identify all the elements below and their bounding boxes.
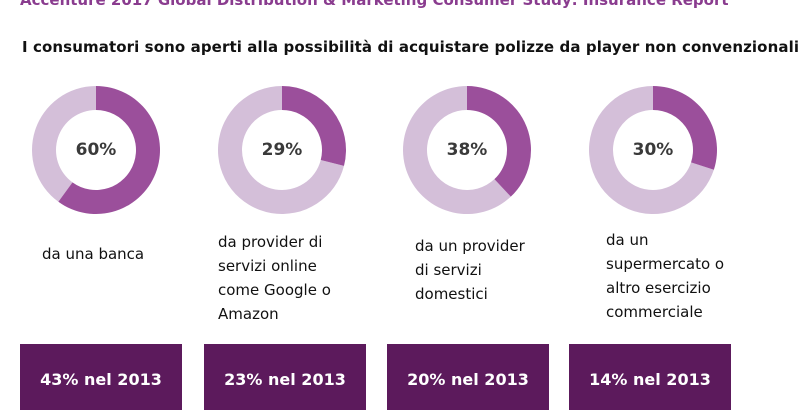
report-banner: Accenture 2017 Global Distribution & Mar… <box>20 0 729 9</box>
caption-line: altro esercizio <box>606 279 711 297</box>
donut-1-label: 29% <box>262 140 303 160</box>
year-2013-box-supermercato: 14% nel 2013 <box>569 344 731 410</box>
donut-1-value <box>282 86 346 166</box>
caption-line: servizi online <box>218 257 317 275</box>
donut-2-label: 38% <box>447 140 488 160</box>
caption-line: commerciale <box>606 303 703 321</box>
donut-3: 30% <box>589 86 717 214</box>
donut-1: 29% <box>218 86 346 214</box>
year-2013-box-domestici: 20% nel 2013 <box>387 344 549 410</box>
donut-2-rest <box>403 86 511 214</box>
donut-1-rest <box>218 86 344 214</box>
year-2013-box-online: 23% nel 2013 <box>204 344 366 410</box>
donut-3-value <box>653 86 717 170</box>
donut-0-rest <box>32 86 96 202</box>
caption-line: da un <box>606 231 649 249</box>
donut-3-rest <box>589 86 714 214</box>
caption-supermercato: da un supermercato o altro esercizio com… <box>606 228 776 324</box>
donut-0-label: 60% <box>76 140 117 160</box>
caption-domestici: da un provider di servizi domestici <box>415 234 585 306</box>
donut-0-value <box>58 86 161 215</box>
donut-2-value <box>467 86 531 197</box>
caption-line: domestici <box>415 285 488 303</box>
caption-banca: da una banca <box>42 242 212 266</box>
caption-line: da provider di <box>218 233 323 251</box>
caption-line: da una banca <box>42 245 145 263</box>
caption-line: supermercato o <box>606 255 725 273</box>
caption-online: da provider di servizi online come Googl… <box>218 230 388 326</box>
caption-line: di servizi <box>415 261 482 279</box>
chart-subtitle: I consumatori sono aperti alla possibili… <box>22 38 800 56</box>
caption-line: come Google o <box>218 281 331 299</box>
donut-charts: 60% 29% 38% 30% <box>32 86 717 215</box>
donut-2: 38% <box>403 86 531 214</box>
caption-line: da un provider <box>415 237 525 255</box>
caption-line: Amazon <box>218 305 279 323</box>
donut-3-label: 30% <box>633 140 674 160</box>
donut-0: 60% <box>32 86 161 215</box>
year-2013-box-banca: 43% nel 2013 <box>20 344 182 410</box>
